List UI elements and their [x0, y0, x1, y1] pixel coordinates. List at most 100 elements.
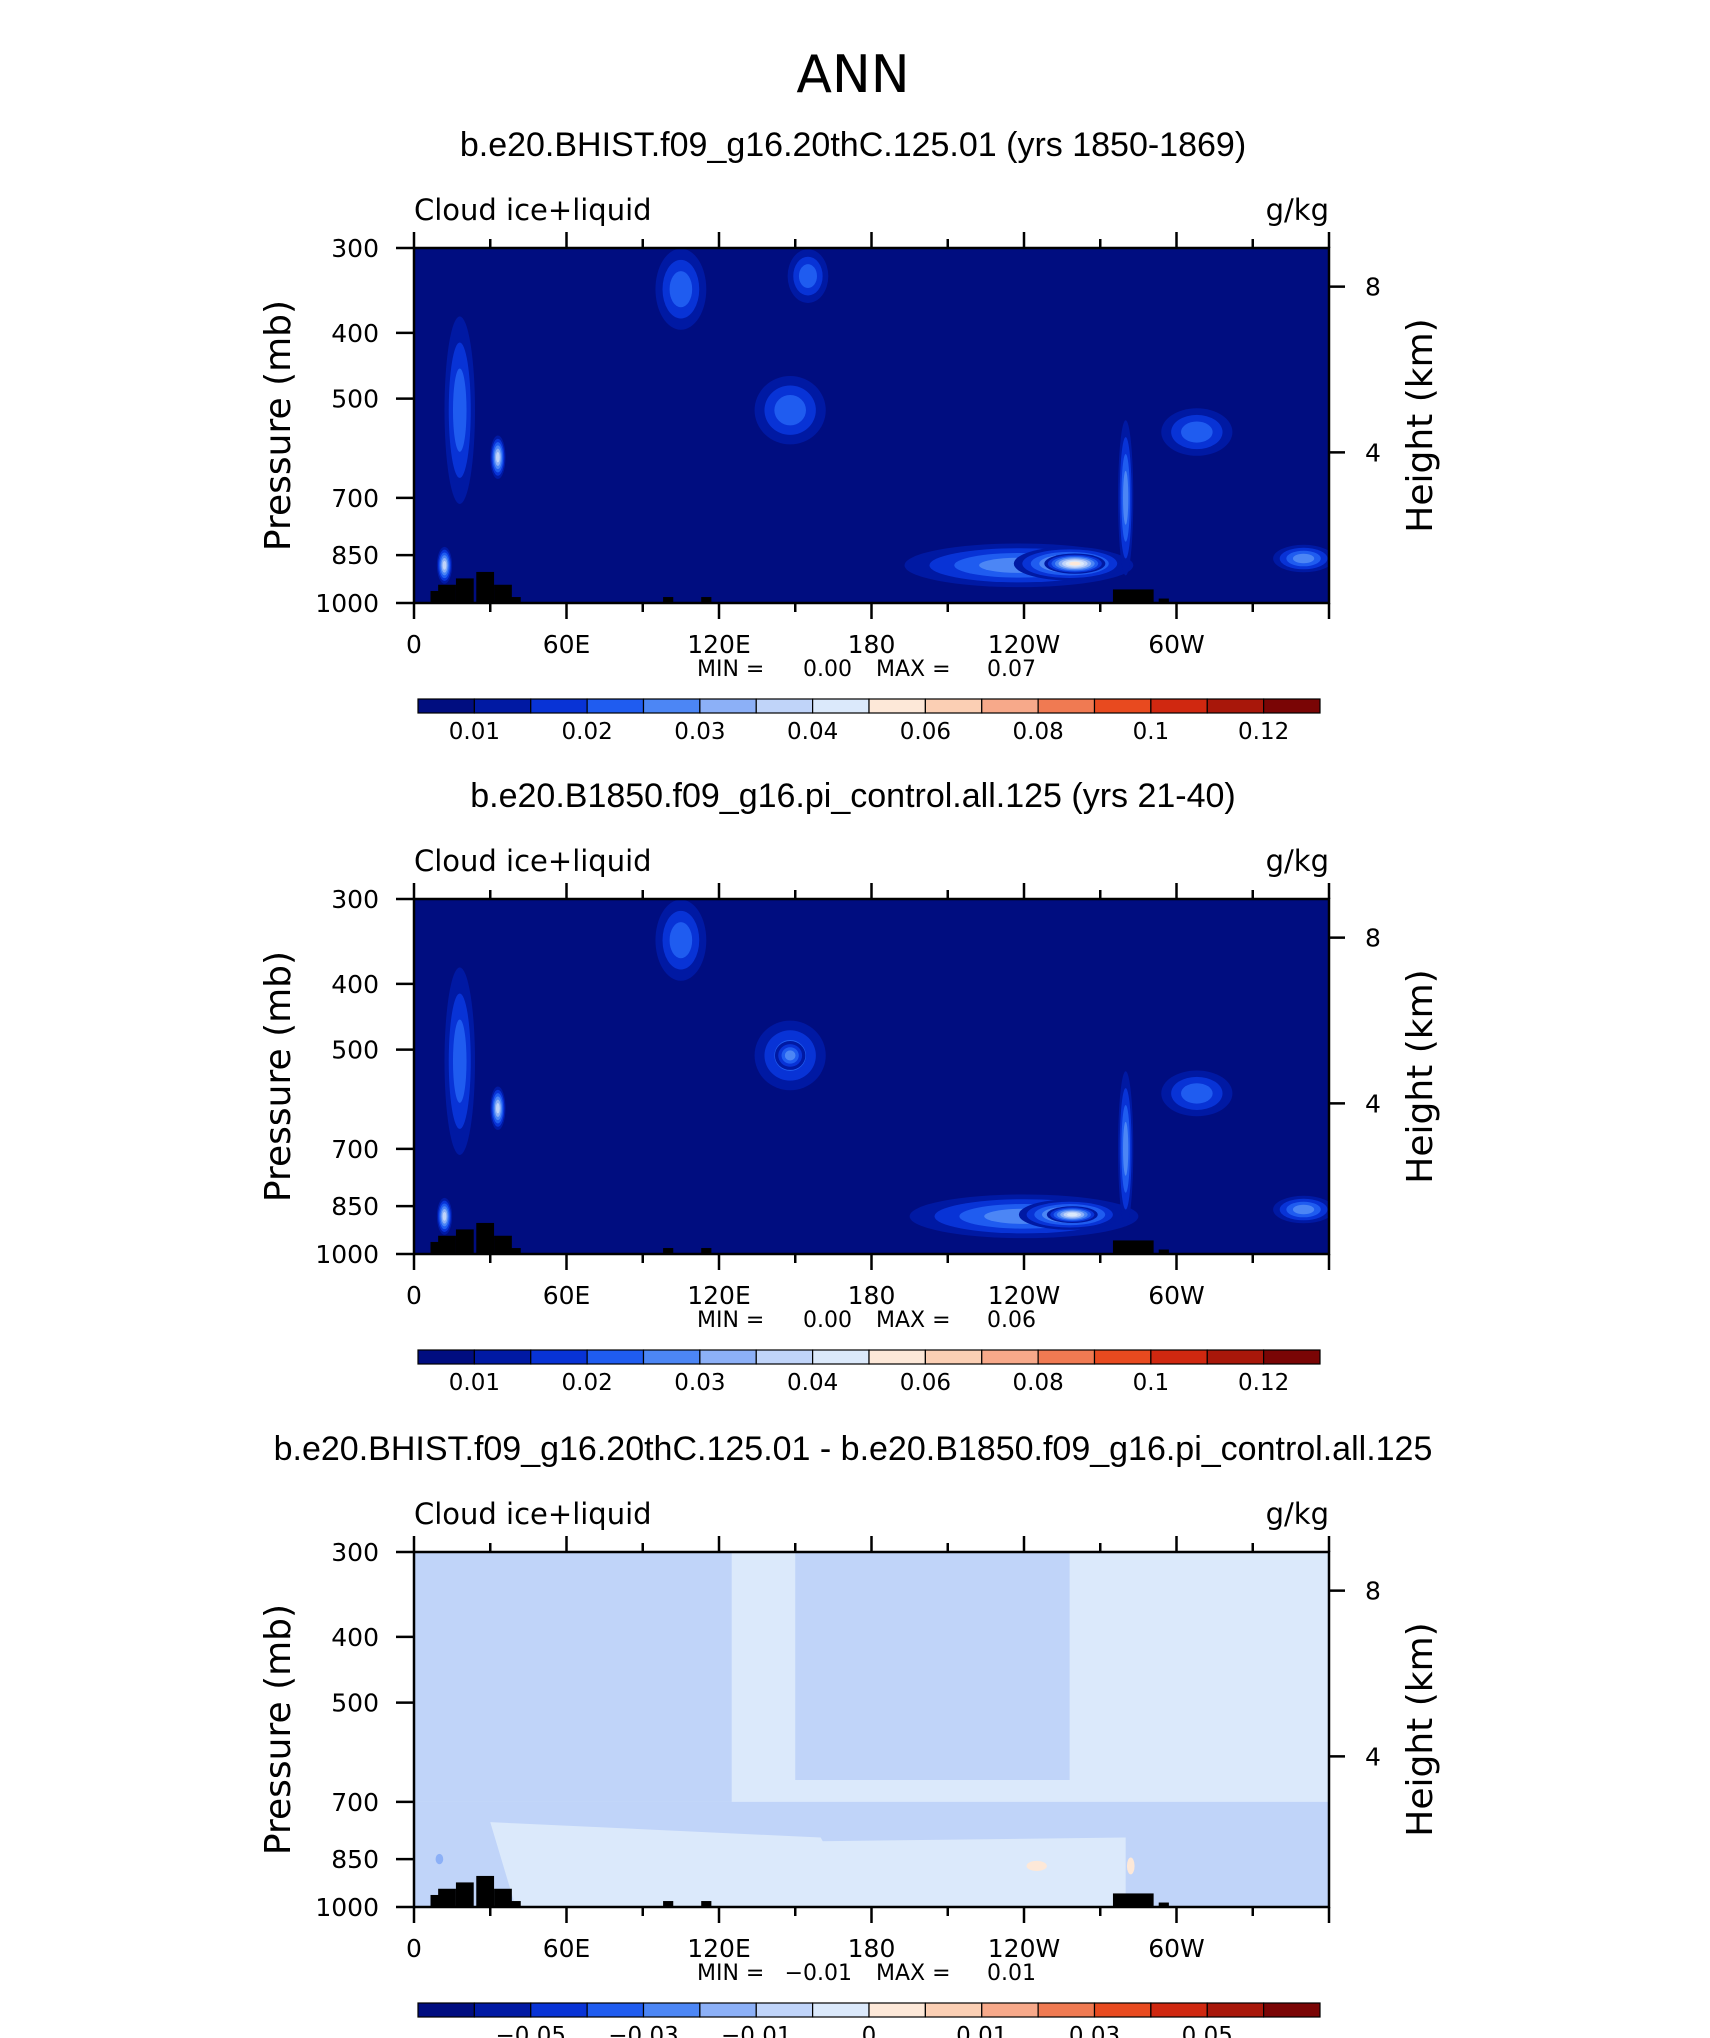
- y-right-tick-label: 8: [1365, 924, 1381, 953]
- colorbar-swatch: [1150, 1349, 1208, 1365]
- colorbar-swatch: [530, 2002, 588, 2018]
- colorbar-swatch: [642, 1349, 701, 1365]
- colorbar-swatch: [924, 1349, 983, 1365]
- colorbar-swatch: [1037, 698, 1096, 714]
- colorbar-label: 0.12: [1238, 1370, 1289, 1396]
- colorbar-label: 0.01: [956, 2023, 1007, 2038]
- contour-spot: [1026, 1860, 1047, 1872]
- units-label: g/kg: [1266, 844, 1329, 878]
- topography-block: [1158, 1902, 1169, 1907]
- x-tick-label: 120W: [988, 1934, 1060, 1963]
- colorbar-swatch: [1037, 1349, 1096, 1365]
- contour-field: [414, 1552, 1329, 1907]
- colorbar-label: 0.05: [1182, 2023, 1233, 2038]
- topography-block: [476, 1222, 495, 1254]
- colorbar-label: 0.04: [787, 1370, 838, 1396]
- x-tick-label: 60W: [1148, 1281, 1205, 1310]
- max-value: 0.01: [987, 1961, 1036, 1986]
- y-axis-title-right: Height (km): [1400, 318, 1441, 532]
- y-tick-label: 500: [331, 1036, 379, 1065]
- max-value: 0.07: [987, 657, 1036, 682]
- topography-block: [701, 597, 712, 603]
- colorbar-swatch: [981, 1349, 1039, 1365]
- y-tick-label: 300: [331, 1538, 379, 1567]
- y-tick-label: 400: [331, 970, 379, 999]
- y-axis-title: Pressure (mb): [258, 951, 299, 1202]
- units-label: g/kg: [1266, 1497, 1329, 1531]
- y-tick-label: 500: [331, 385, 379, 414]
- y-axis-title: Pressure (mb): [258, 1604, 299, 1855]
- contour-region: [490, 1822, 859, 1907]
- colorbar-swatch: [699, 1349, 757, 1365]
- y-tick-label: 700: [331, 1135, 379, 1164]
- topography-block: [1112, 1893, 1154, 1907]
- colorbar-swatch: [530, 1349, 588, 1365]
- colorbar-swatch: [586, 698, 645, 714]
- y-tick-label: 300: [331, 234, 379, 263]
- x-tick-label: 0: [406, 1281, 422, 1310]
- topography-block: [510, 1248, 521, 1254]
- topography-block: [455, 1882, 474, 1907]
- contour-blob: [1292, 553, 1315, 564]
- x-tick-label: 60E: [543, 630, 591, 659]
- contour-blob: [784, 1050, 796, 1061]
- max-label: MAX =: [876, 657, 951, 682]
- contour-spot: [1126, 1857, 1135, 1875]
- contour-blob: [1066, 1212, 1078, 1217]
- colorbar-swatch: [1206, 2002, 1265, 2018]
- colorbar-swatch: [1263, 698, 1321, 714]
- colorbar-swatch: [812, 1349, 870, 1365]
- x-tick-label: 120E: [687, 1934, 751, 1963]
- contour-blob: [1181, 421, 1213, 443]
- colorbar-swatch: [473, 2002, 532, 2018]
- units-label: g/kg: [1266, 193, 1329, 227]
- colorbar-swatch: [981, 698, 1039, 714]
- y-tick-label: 700: [331, 1788, 379, 1817]
- colorbar-swatch: [1037, 2002, 1096, 2018]
- colorbar-label: 0.12: [1238, 719, 1289, 745]
- colorbar-label: 0.04: [787, 719, 838, 745]
- max-value: 0.06: [987, 1308, 1036, 1333]
- colorbar-swatch: [924, 698, 983, 714]
- colorbar-swatch: [1150, 2002, 1208, 2018]
- y-tick-label: 400: [331, 1623, 379, 1652]
- y-axis-title-right: Height (km): [1400, 1622, 1441, 1836]
- topography-block: [1112, 589, 1154, 603]
- contour-field: [414, 248, 1329, 603]
- max-label: MAX =: [876, 1961, 951, 1986]
- colorbar-label: 0.03: [674, 719, 725, 745]
- colorbar-swatch: [417, 1349, 475, 1365]
- topography-block: [494, 1235, 512, 1254]
- variable-label: Cloud ice+liquid: [414, 193, 652, 227]
- contour-blob: [1292, 1204, 1315, 1215]
- colorbar-swatch: [1263, 1349, 1321, 1365]
- colorbar-swatch: [755, 2002, 814, 2018]
- contour-region: [1069, 1552, 1329, 1780]
- topography-block: [476, 1875, 495, 1907]
- contour-region: [414, 1552, 732, 1802]
- x-tick-label: 120W: [988, 630, 1060, 659]
- colorbar-swatch: [699, 2002, 757, 2018]
- topography-block: [1158, 598, 1169, 603]
- min-label: MIN =: [697, 1308, 764, 1333]
- colorbar-swatch: [417, 2002, 475, 2018]
- colorbar-swatch: [868, 2002, 926, 2018]
- colorbar-swatch: [868, 1349, 926, 1365]
- contour-blob: [774, 394, 806, 426]
- colorbar-swatch: [755, 698, 814, 714]
- contour-blob: [669, 271, 693, 308]
- colorbar-swatch: [812, 698, 870, 714]
- colorbar-swatch: [1093, 1349, 1152, 1365]
- colorbar-label: 0.1: [1133, 719, 1170, 745]
- y-tick-label: 850: [331, 1845, 379, 1874]
- topography-block: [455, 578, 474, 603]
- colorbar-label: 0.02: [562, 1370, 613, 1396]
- colorbar-swatch: [417, 698, 475, 714]
- x-tick-label: 0: [406, 1934, 422, 1963]
- topography-block: [455, 1229, 474, 1254]
- topography-block: [663, 1901, 674, 1907]
- colorbar-label: 0.06: [900, 719, 951, 745]
- colorbar-label: −0.03: [608, 2023, 678, 2038]
- colorbar-swatch: [755, 1349, 814, 1365]
